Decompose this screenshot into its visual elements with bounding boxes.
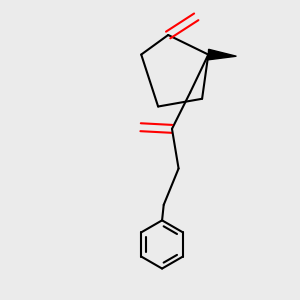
Polygon shape (208, 49, 236, 60)
